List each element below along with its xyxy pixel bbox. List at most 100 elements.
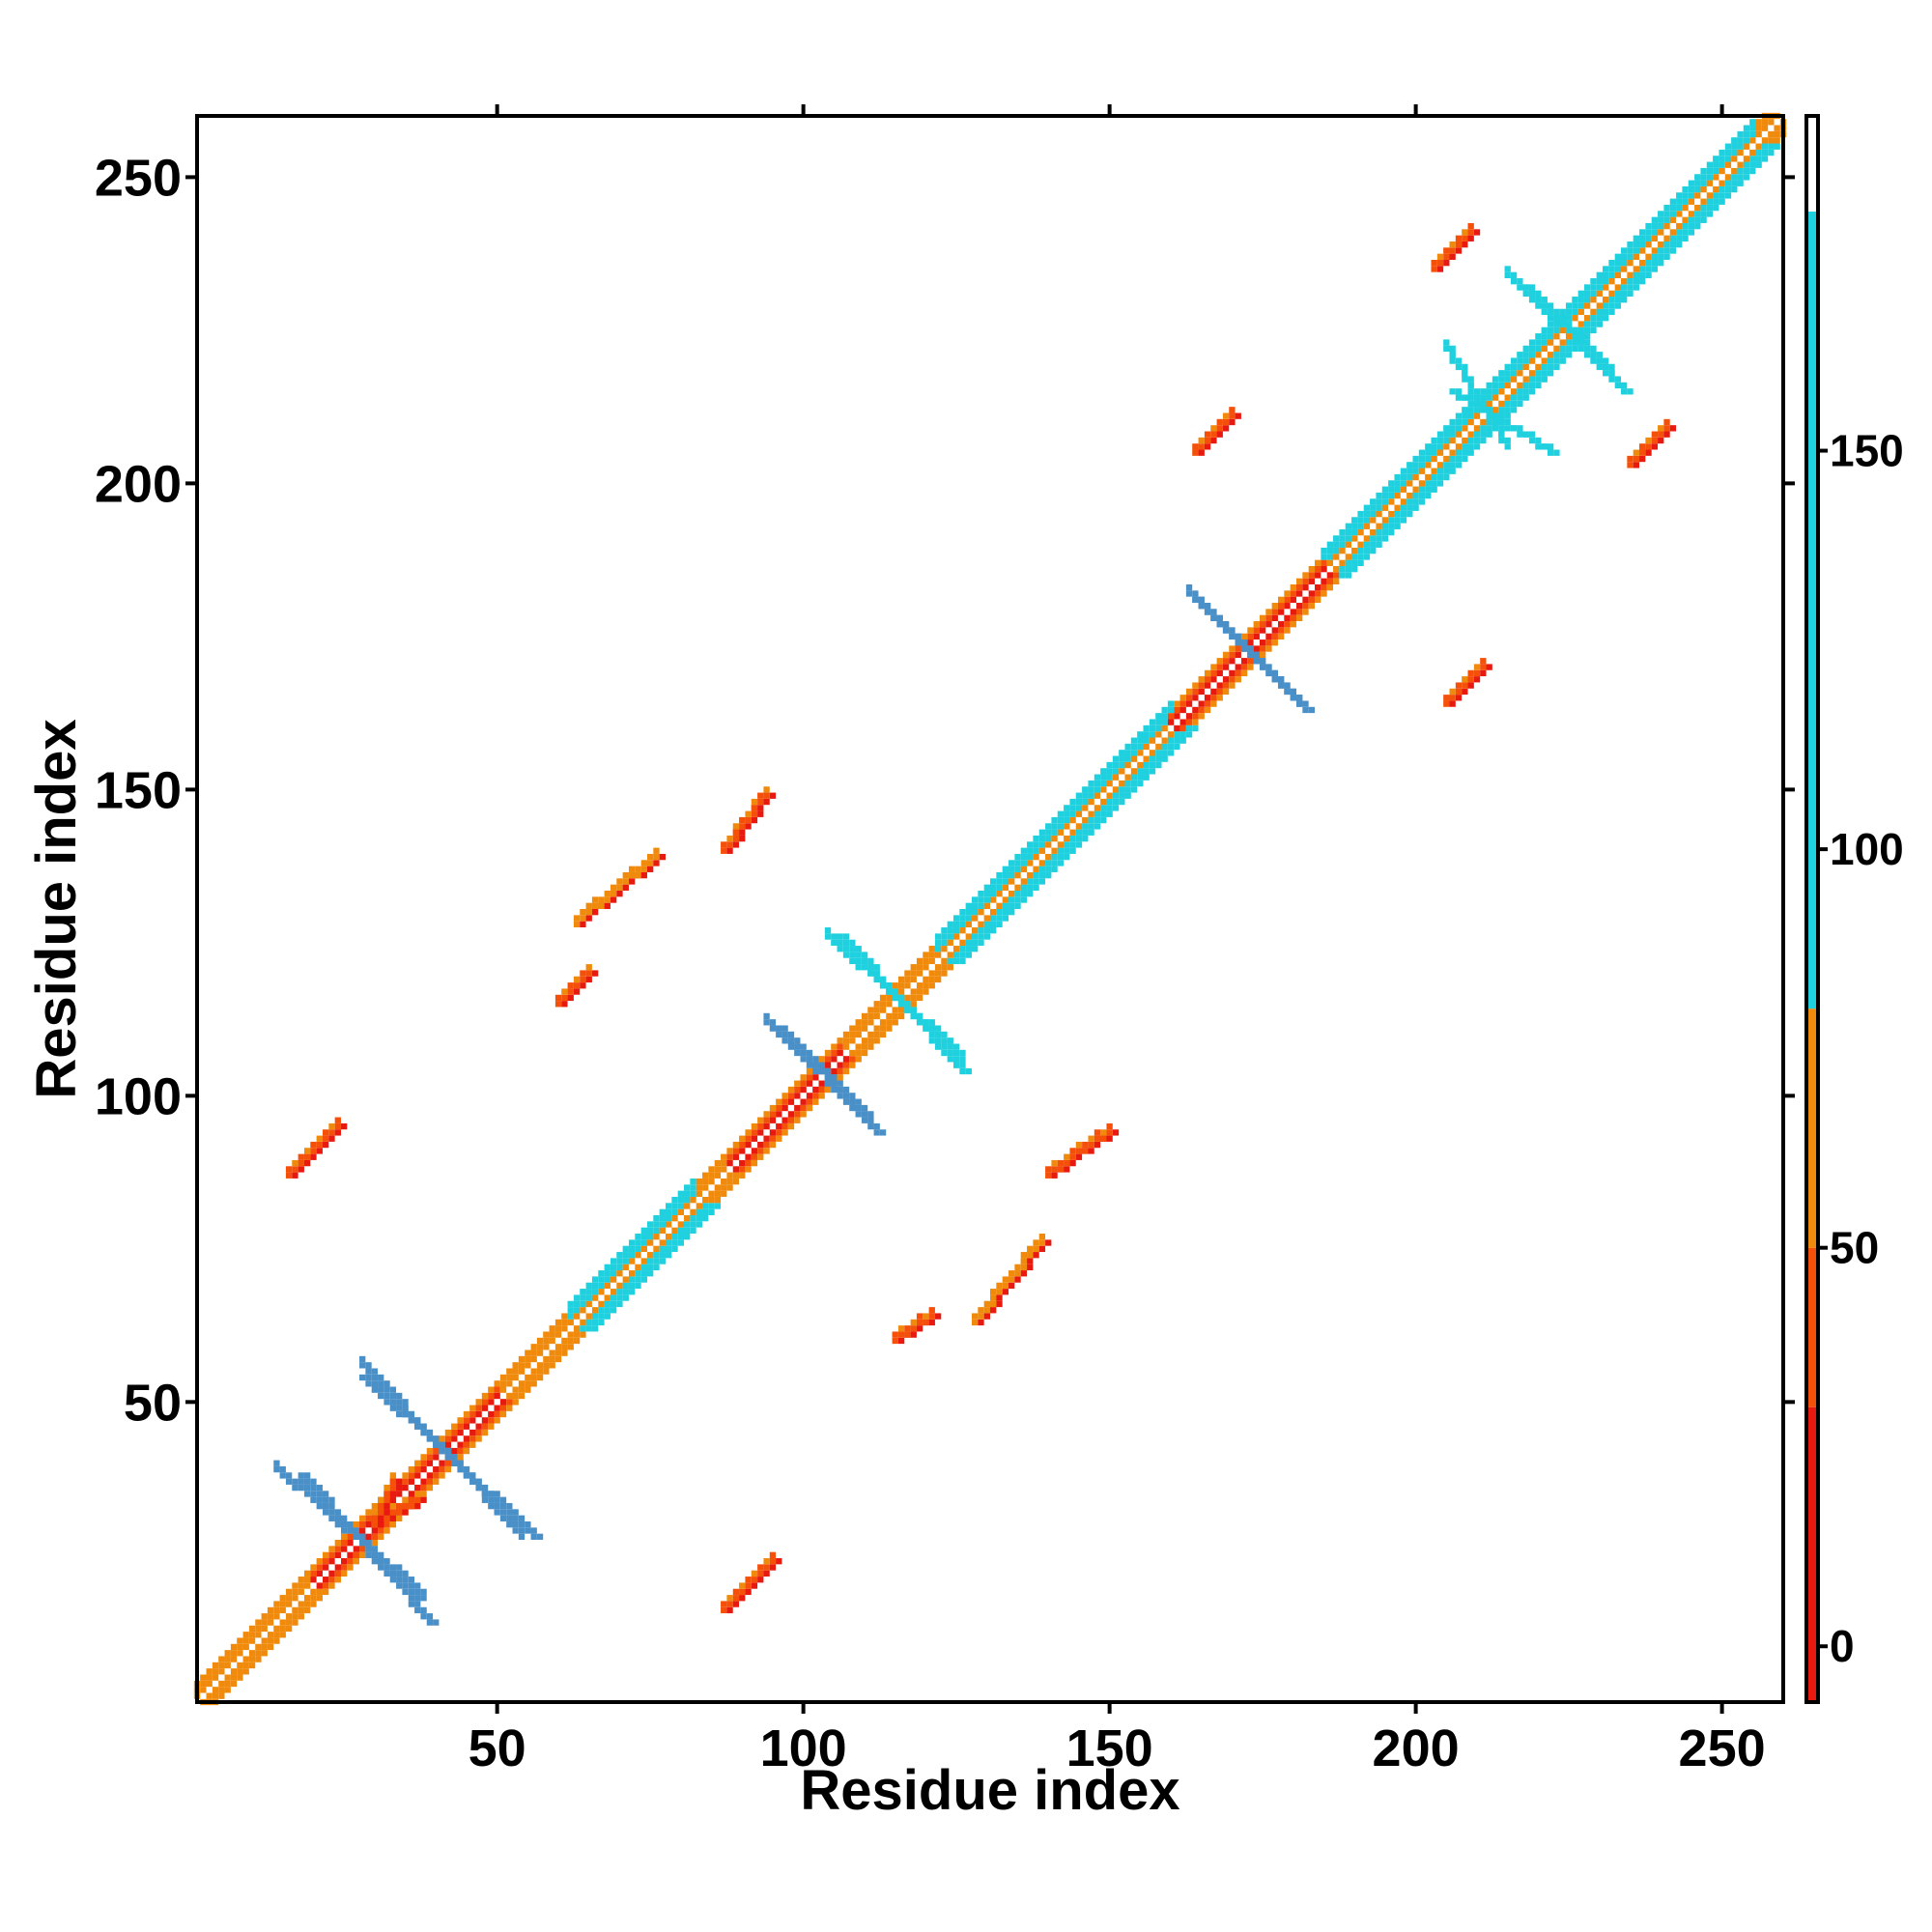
diagonal-contact-cell bbox=[1443, 462, 1450, 469]
diagonal-contact-cell bbox=[690, 1215, 696, 1222]
diagonal-contact-cell bbox=[273, 1601, 280, 1607]
antiparallel-contact-cell bbox=[1259, 664, 1266, 670]
parallel-contact-cell bbox=[1443, 260, 1450, 267]
parallel-contact-cell bbox=[1002, 1289, 1009, 1295]
diagonal-contact-cell bbox=[1381, 535, 1389, 542]
diagonal-contact-cell bbox=[303, 1582, 311, 1589]
antiparallel-contact-cell bbox=[947, 1056, 953, 1063]
diagonal-contact-cell bbox=[965, 921, 972, 928]
diagonal-contact-cell bbox=[1719, 167, 1725, 175]
diagonal-contact-cell bbox=[873, 1031, 880, 1038]
diagonal-contact-cell bbox=[316, 1570, 323, 1577]
antiparallel-contact-cell bbox=[414, 1423, 421, 1430]
diagonal-contact-cell bbox=[1400, 468, 1407, 474]
diagonal-contact-cell bbox=[1559, 345, 1566, 353]
diagonal-contact-cell bbox=[1290, 609, 1296, 615]
diagonal-contact-cell bbox=[1425, 473, 1432, 481]
antiparallel-contact-cell bbox=[855, 946, 862, 952]
diagonal-contact-cell bbox=[1713, 198, 1719, 205]
diagonal-contact-cell bbox=[1553, 327, 1560, 334]
parallel-contact-cell bbox=[1669, 425, 1677, 432]
antiparallel-contact-cell bbox=[310, 1496, 317, 1503]
diagonal-contact-cell bbox=[426, 1484, 434, 1492]
diagonal-contact-cell bbox=[1694, 180, 1701, 186]
diagonal-contact-cell bbox=[1027, 841, 1034, 848]
x-axis: 50 100 150 200 250 bbox=[469, 104, 1766, 1777]
diagonal-contact-cell bbox=[530, 1368, 537, 1375]
diagonal-contact-cell bbox=[1027, 890, 1034, 897]
antiparallel-contact-cell bbox=[1522, 431, 1529, 438]
diagonal-contact-cell bbox=[1082, 798, 1089, 806]
antiparallel-contact-cell bbox=[1535, 302, 1542, 309]
parallel-contact-cell bbox=[567, 994, 574, 1002]
diagonal-contact-cell bbox=[702, 1203, 709, 1209]
parallel-contact-cell bbox=[1633, 462, 1640, 469]
antiparallel-contact-cell bbox=[353, 1527, 359, 1534]
diagonal-contact-cell bbox=[965, 909, 972, 916]
diagonal-contact-cell bbox=[1651, 216, 1659, 223]
diagonal-contact-cell bbox=[310, 1570, 317, 1577]
diagonal-contact-cell bbox=[1075, 835, 1083, 842]
antiparallel-contact-cell bbox=[861, 952, 868, 958]
diagonal-contact-cell bbox=[873, 1037, 880, 1044]
diagonal-contact-cell bbox=[990, 909, 997, 916]
antiparallel-contact-cell bbox=[1480, 407, 1487, 413]
antiparallel-contact-cell bbox=[855, 964, 862, 971]
antiparallel-contact-cell bbox=[1590, 345, 1597, 353]
antiparallel-contact-cell bbox=[873, 964, 880, 971]
diagonal-contact-cell bbox=[1547, 333, 1554, 340]
diagonal-contact-cell bbox=[573, 1307, 581, 1314]
diagonal-contact-cell bbox=[1057, 829, 1065, 836]
diagonal-contact-cell bbox=[1749, 167, 1756, 175]
diagonal-contact-cell bbox=[867, 1043, 874, 1050]
antiparallel-contact-cell bbox=[1455, 394, 1463, 401]
y-tick-label: 150 bbox=[95, 761, 182, 819]
diagonal-contact-cell bbox=[536, 1374, 544, 1381]
diagonal-contact-cell bbox=[1155, 731, 1162, 738]
diagonal-contact-cell bbox=[1174, 706, 1180, 714]
parallel-contact-cell bbox=[1627, 462, 1634, 469]
antiparallel-contact-cell bbox=[824, 1080, 832, 1087]
antiparallel-contact-cell bbox=[310, 1491, 317, 1497]
parallel-contact-cell bbox=[585, 902, 592, 909]
diagonal-contact-cell bbox=[567, 1331, 574, 1338]
diagonal-contact-cell bbox=[1614, 266, 1621, 272]
diagonal-contact-cell bbox=[1627, 241, 1634, 248]
diagonal-contact-cell bbox=[1082, 805, 1089, 811]
diagonal-contact-cell bbox=[1106, 761, 1113, 769]
antiparallel-contact-cell bbox=[506, 1502, 513, 1510]
diagonal-contact-cell bbox=[849, 1031, 856, 1038]
parallel-contact-cell bbox=[1094, 1135, 1101, 1142]
antiparallel-contact-cell bbox=[928, 1037, 935, 1044]
diagonal-contact-cell bbox=[690, 1190, 696, 1197]
diagonal-contact-cell bbox=[334, 1546, 341, 1552]
diagonal-contact-cell bbox=[414, 1465, 421, 1473]
parallel-contact-cell bbox=[1443, 700, 1450, 707]
diagonal-contact-cell bbox=[1449, 462, 1456, 469]
diagonal-contact-cell bbox=[1149, 731, 1156, 738]
diagonal-contact-cell bbox=[787, 1117, 795, 1123]
parallel-contact-cell bbox=[610, 890, 617, 897]
diagonal-contact-cell bbox=[1633, 266, 1640, 272]
diagonal-contact-cell bbox=[1774, 130, 1780, 138]
antiparallel-contact-cell bbox=[518, 1520, 526, 1528]
diagonal-contact-cell bbox=[1694, 211, 1701, 217]
diagonal-contact-cell bbox=[806, 1080, 813, 1087]
parallel-contact-cell bbox=[420, 1496, 427, 1503]
parallel-contact-cell bbox=[598, 896, 605, 903]
diagonal-contact-cell bbox=[610, 1300, 617, 1308]
diagonal-contact-cell bbox=[1363, 554, 1371, 560]
diagonal-contact-cell bbox=[1265, 645, 1272, 652]
diagonal-contact-cell bbox=[1633, 278, 1640, 285]
parallel-contact-cell bbox=[1462, 229, 1468, 236]
antiparallel-contact-cell bbox=[285, 1472, 293, 1479]
diagonal-contact-cell bbox=[457, 1429, 464, 1436]
antiparallel-contact-cell bbox=[837, 939, 843, 947]
diagonal-contact-cell bbox=[1504, 394, 1511, 401]
diagonal-contact-cell bbox=[1326, 541, 1334, 548]
antiparallel-contact-cell bbox=[1198, 596, 1205, 603]
diagonal-contact-cell bbox=[494, 1380, 500, 1387]
antiparallel-contact-cell bbox=[831, 939, 838, 947]
diagonal-contact-cell bbox=[1700, 180, 1707, 186]
